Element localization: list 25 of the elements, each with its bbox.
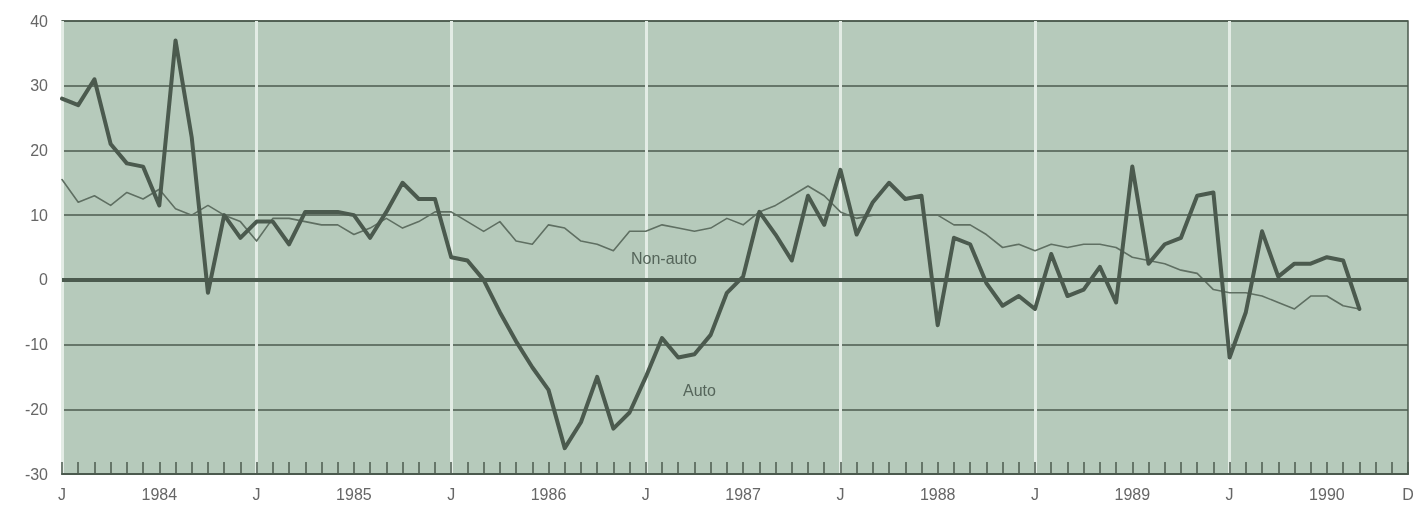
x-tick-label: J bbox=[1225, 485, 1234, 503]
x-tick-label: J bbox=[1031, 485, 1040, 503]
x-tick-label: 1987 bbox=[725, 485, 762, 503]
x-tick-label: 1984 bbox=[141, 485, 178, 503]
series-label: Auto bbox=[683, 381, 717, 399]
x-tick-label: J bbox=[447, 485, 456, 503]
x-tick-label: J bbox=[252, 485, 261, 503]
x-tick-label: D bbox=[1402, 485, 1414, 503]
y-tick-label: 10 bbox=[30, 206, 49, 224]
x-tick-label: J bbox=[641, 485, 650, 503]
x-tick-label: 1986 bbox=[530, 485, 567, 503]
y-tick-label: -20 bbox=[24, 400, 49, 418]
x-tick-label: J bbox=[836, 485, 845, 503]
y-tick-label: -30 bbox=[24, 465, 49, 483]
y-tick-label: 20 bbox=[30, 141, 49, 159]
x-tick-label: 1988 bbox=[919, 485, 956, 503]
y-tick-label: 40 bbox=[30, 12, 49, 30]
y-tick-label: 0 bbox=[39, 271, 49, 289]
x-tick-label: J bbox=[58, 485, 66, 503]
x-tick-label: 1989 bbox=[1114, 485, 1151, 503]
y-tick-label: -10 bbox=[24, 336, 49, 354]
x-tick-label: 1990 bbox=[1309, 485, 1345, 503]
series-label: Non-auto bbox=[631, 249, 697, 267]
x-tick-label: 1985 bbox=[336, 485, 372, 503]
y-tick-label: 30 bbox=[30, 77, 49, 95]
